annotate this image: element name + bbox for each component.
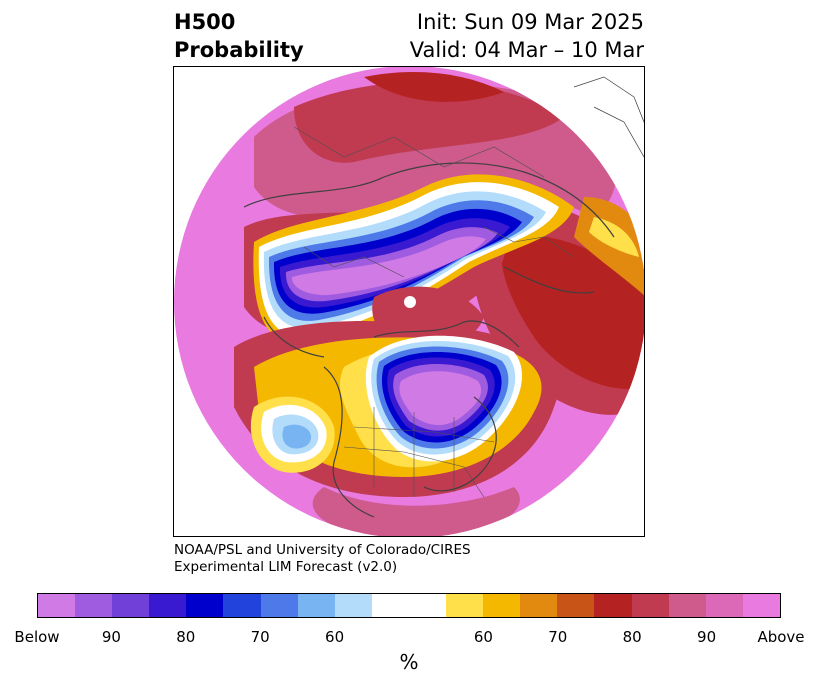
colorbar-swatch-0 xyxy=(38,594,76,617)
valid-range: Valid: 04 Mar – 10 Mar xyxy=(409,38,644,62)
probability-map xyxy=(174,67,644,536)
title-variable: H500 xyxy=(174,10,236,34)
map-title: H500 Probability xyxy=(174,8,304,64)
credit-line2: Experimental LIM Forecast (v2.0) xyxy=(174,559,398,575)
polar-map xyxy=(173,66,645,537)
colorbar-swatch-2 xyxy=(112,594,150,617)
colorbar-swatch-8 xyxy=(334,594,372,617)
colorbar-swatch-16 xyxy=(631,594,669,617)
map-dates: Init: Sun 09 Mar 2025 Valid: 04 Mar – 10… xyxy=(410,8,644,64)
colorbar-swatch-13 xyxy=(520,594,558,617)
colorbar-swatch-7 xyxy=(297,594,335,617)
colorbar-unit: % xyxy=(399,650,419,674)
colorbar-tick-label: 80 xyxy=(176,628,196,646)
colorbar-tick-label: 60 xyxy=(473,628,493,646)
field-below-core xyxy=(291,236,486,296)
colorbar-tick-label: 90 xyxy=(697,628,717,646)
colorbar-swatch-19 xyxy=(742,594,780,617)
colorbar xyxy=(37,593,781,618)
colorbar-swatch-5 xyxy=(223,594,261,617)
title-type: Probability xyxy=(174,38,304,62)
colorbar-swatch-9 xyxy=(371,594,409,617)
colorbar-swatch-11 xyxy=(446,594,484,617)
colorbar-tick-label: Above xyxy=(757,628,805,646)
init-date: Init: Sun 09 Mar 2025 xyxy=(416,10,644,34)
colorbar-tick-label: 70 xyxy=(250,628,270,646)
colorbar-swatch-1 xyxy=(75,594,113,617)
colorbar-swatch-12 xyxy=(483,594,521,617)
colorbar-swatch-6 xyxy=(260,594,298,617)
colorbar-tick-label: 60 xyxy=(325,628,345,646)
colorbar-swatch-3 xyxy=(149,594,187,617)
colorbar-tick-label: 70 xyxy=(548,628,568,646)
colorbar-swatch-15 xyxy=(594,594,632,617)
colorbar-tick-label: 90 xyxy=(101,628,121,646)
colorbar-tick-label: 80 xyxy=(622,628,642,646)
field-above-strong xyxy=(501,235,644,389)
colorbar-swatch-4 xyxy=(186,594,224,617)
colorbar-swatch-14 xyxy=(557,594,595,617)
credit-text: NOAA/PSL and University of Colorado/CIRE… xyxy=(174,542,471,576)
colorbar-swatch-18 xyxy=(705,594,743,617)
credit-line1: NOAA/PSL and University of Colorado/CIRE… xyxy=(174,542,471,558)
colorbar-tick-label: Below xyxy=(14,628,60,646)
colorbar-swatch-10 xyxy=(408,594,447,617)
colorbar-swatch-17 xyxy=(668,594,706,617)
